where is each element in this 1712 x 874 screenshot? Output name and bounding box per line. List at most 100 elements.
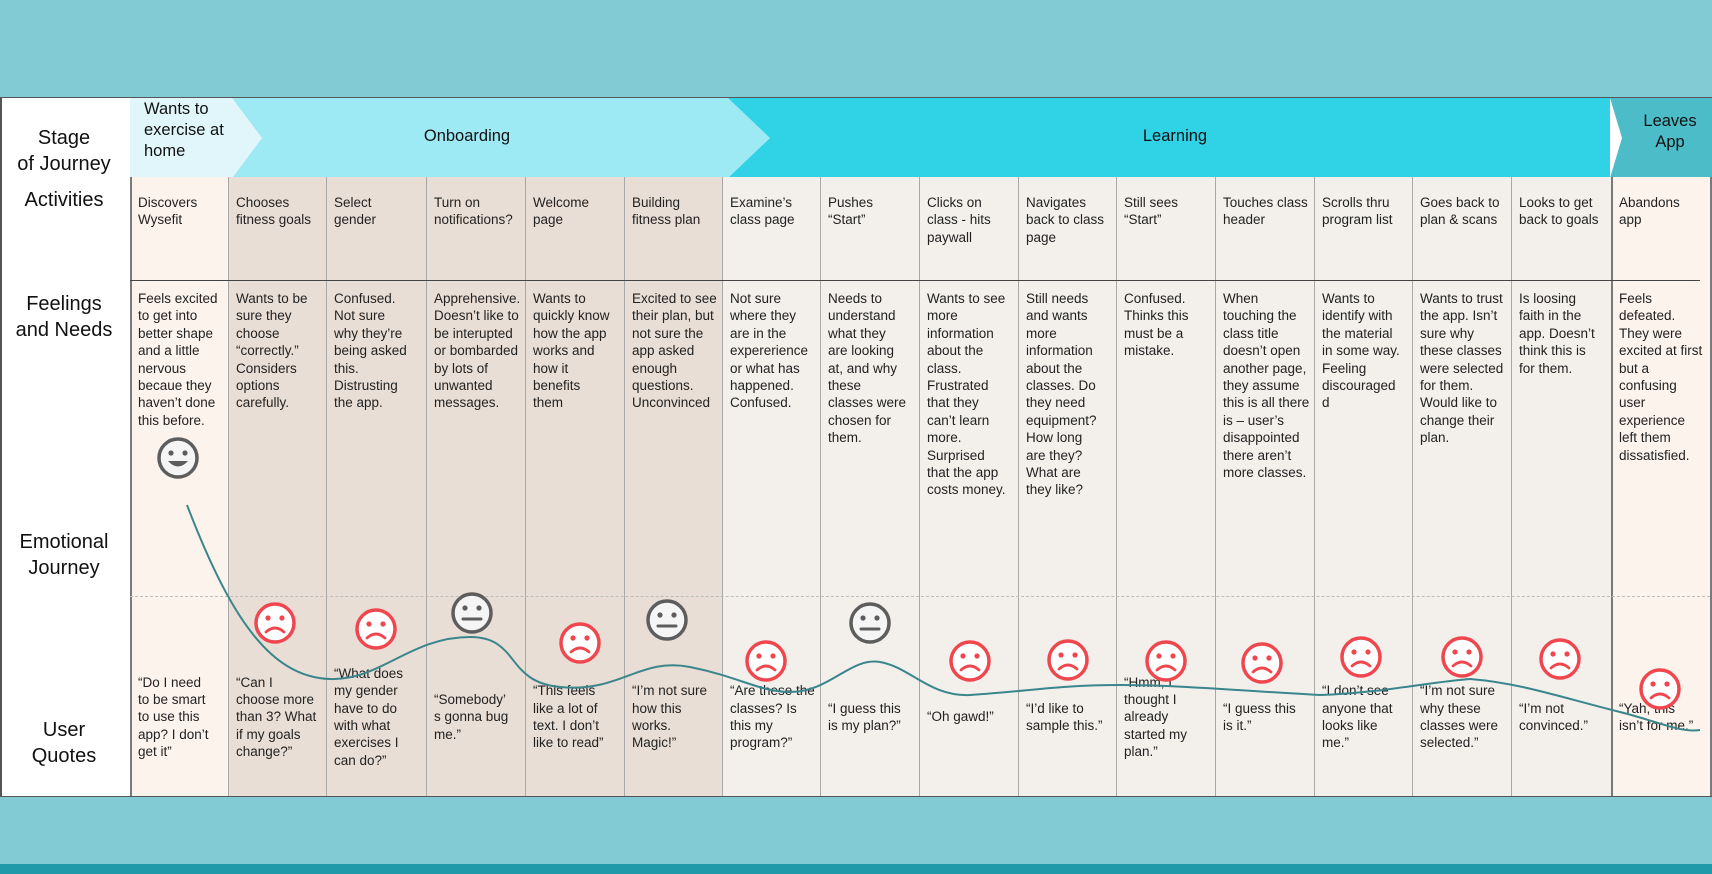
feeling-line: excited at first: [1619, 343, 1703, 359]
feeling-line: Would like to: [1420, 395, 1498, 411]
feeling-line: for them.: [1420, 378, 1474, 394]
stage-label-line: home: [144, 142, 186, 160]
activity-cell: Clicks on class - hits paywall: [927, 194, 1014, 246]
quote-line: “I’m not sure: [632, 683, 708, 699]
quote-line: thought I: [1124, 691, 1177, 707]
quote-cell: “I’d like to sample this.”: [1026, 700, 1112, 735]
feeling-line: are in the: [730, 325, 787, 341]
feeling-line: were selected: [1420, 360, 1504, 376]
feeling-line: d: [1322, 395, 1330, 411]
quote-line: “I’m not: [1519, 700, 1565, 716]
feeling-line: sure they: [236, 308, 292, 324]
quote-line: can do?”: [334, 752, 387, 768]
feeling-line: expererience: [730, 343, 809, 359]
stage-label: Wants to exercise at home: [144, 99, 264, 162]
quote-line: choose more: [236, 691, 315, 707]
column-divider: [1412, 177, 1413, 797]
quote-line: sample this.”: [1026, 718, 1103, 733]
row-label-line: Activities: [24, 189, 104, 211]
feeling-line: class.: [927, 360, 962, 376]
activity-line: Looks to get: [1519, 195, 1593, 210]
feeling-cell: Wants to quickly know how the app works and…: [533, 290, 620, 412]
feeling-cell: Feels defeated. They were excited at first b…: [1619, 290, 1706, 464]
feeling-line: not sure the: [632, 325, 704, 341]
quote-line: “I guess this: [1223, 700, 1296, 716]
feeling-line: nervous: [138, 360, 187, 376]
quote-line: “Can I: [236, 674, 273, 690]
feeling-line: sure why: [1420, 325, 1475, 341]
column-divider: [228, 177, 229, 797]
feeling-line: plan.: [1420, 430, 1450, 446]
feeling-line: Surprised: [927, 447, 985, 463]
feeling-line: Thinks this: [1124, 308, 1189, 324]
quote-line: Magic!”: [632, 735, 677, 751]
quote-cell: “I don’t see anyone that looks like me.”: [1322, 682, 1408, 752]
row-label-emotional: Emotional Journey: [0, 529, 128, 581]
feeling-line: are they?: [1026, 447, 1083, 463]
stage-label: Onboarding: [377, 126, 557, 147]
row-label-stage: Stage of Journey: [0, 125, 128, 177]
sad-face-icon: [254, 602, 296, 644]
row-label-line: Feelings: [26, 293, 102, 315]
activity-cell: Abandons app: [1619, 194, 1706, 229]
activity-line: Clicks on: [927, 195, 982, 210]
feeling-line: app. Doesn’t: [1519, 325, 1595, 341]
activity-cell: Building fitness plan: [632, 194, 718, 229]
quote-line: my gender: [334, 683, 398, 699]
quote-line: me.”: [1322, 735, 1349, 751]
activity-line: back to goals: [1519, 212, 1599, 228]
feeling-line: When: [1223, 291, 1259, 306]
feeling-line: the app. Isn’t: [1420, 308, 1498, 324]
stage-label-line: exercise at: [144, 121, 224, 139]
feeling-line: for them.: [1519, 360, 1573, 376]
row-label-line: Emotional: [19, 531, 109, 553]
feeling-line: classes. Do: [1026, 378, 1096, 394]
stage-banner: [130, 98, 1712, 178]
sad-face-icon: [1047, 639, 1089, 681]
feeling-line: think this is: [1519, 343, 1586, 359]
activity-line: Discovers: [138, 195, 198, 210]
feeling-line: more.: [927, 430, 962, 446]
feeling-line: or what has: [730, 360, 800, 376]
quote-line: if my goals: [236, 726, 301, 742]
activity-cell: Still sees “Start”: [1124, 194, 1211, 229]
quote-line: like to read”: [533, 735, 604, 751]
feeling-line: Still needs: [1026, 291, 1089, 306]
row-label-line: of Journey: [17, 153, 111, 175]
quote-line: app? I don’t: [138, 726, 209, 742]
stage-label-line: Leaves: [1643, 112, 1697, 130]
feeling-line: and a little: [138, 343, 200, 359]
column-divider: [426, 177, 427, 797]
activity-line: class page: [730, 212, 795, 228]
feeling-cell: When touching the class title doesn’t open a…: [1223, 290, 1310, 481]
feeling-line: Excited to see: [632, 291, 717, 306]
activity-line: gender: [334, 212, 377, 228]
board-left-border: [0, 97, 2, 797]
feeling-line: messages.: [434, 395, 500, 411]
quote-cell: “I’m not sure how this works. Magic!”: [632, 682, 718, 752]
quote-cell: “Oh gawd!”: [927, 708, 1014, 725]
sad-face-icon: [949, 640, 991, 682]
feeling-line: disappointed: [1223, 430, 1300, 446]
feeling-line: Distrusting: [334, 378, 398, 394]
activity-line: Goes back to: [1420, 195, 1500, 210]
feeling-line: at, and why: [828, 360, 898, 376]
feeling-line: be interupted: [434, 325, 513, 341]
quote-line: classes were: [1420, 718, 1499, 733]
quote-line: to be smart: [138, 691, 206, 707]
activity-line: Select: [334, 195, 372, 210]
quote-cell: “What does my gender have to do with what ex…: [334, 665, 422, 769]
quote-line: to use this: [138, 709, 200, 725]
feeling-line: Doesn’t like to: [434, 308, 519, 324]
feeling-line: choose: [236, 325, 280, 341]
feeling-line: information: [1026, 343, 1093, 359]
feeling-line: carefully.: [236, 395, 290, 411]
sad-face-icon: [1639, 668, 1681, 710]
feeling-line: in some way.: [1322, 343, 1400, 359]
feeling-line: experience: [1619, 412, 1686, 428]
quote-line: convinced.”: [1519, 718, 1589, 733]
feeling-line: Is loosing: [1519, 291, 1577, 306]
quote-line: with what: [334, 718, 391, 734]
quote-line: “Oh gawd!”: [927, 709, 994, 725]
feeling-line: information: [927, 325, 994, 341]
